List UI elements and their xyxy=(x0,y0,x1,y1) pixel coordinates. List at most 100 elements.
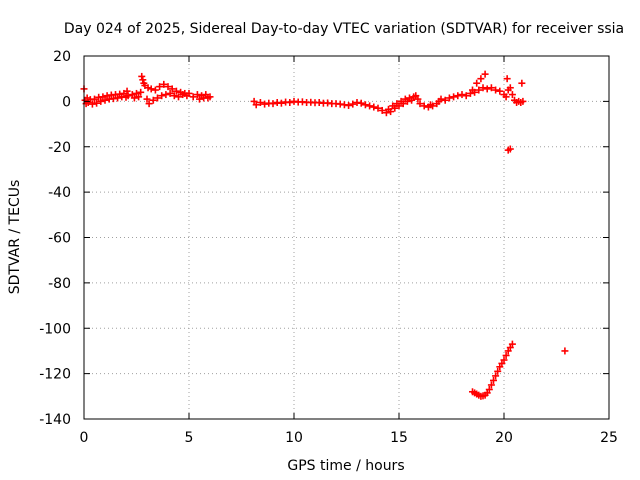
data-point xyxy=(487,381,495,389)
data-point xyxy=(361,101,369,109)
data-point xyxy=(144,84,152,92)
data-point xyxy=(391,104,399,112)
data-point xyxy=(395,102,403,110)
data-point xyxy=(252,101,260,109)
data-point xyxy=(437,95,445,103)
data-point xyxy=(502,93,510,101)
data-point xyxy=(123,87,131,95)
x-tick-labels: 0 5 10 15 20 25 xyxy=(80,430,618,446)
data-point xyxy=(114,94,122,102)
data-point xyxy=(269,100,277,108)
data-point xyxy=(189,93,197,101)
data-point xyxy=(185,89,193,97)
data-point xyxy=(147,85,155,93)
data-point xyxy=(151,86,159,94)
data-point xyxy=(135,93,143,101)
data-point xyxy=(481,70,489,78)
x-tick-label: 10 xyxy=(285,430,303,446)
data-point xyxy=(175,93,182,101)
y-tick-label: -40 xyxy=(48,185,71,201)
data-point xyxy=(445,94,453,102)
y-tick-label: -140 xyxy=(39,412,71,428)
data-point xyxy=(483,85,491,93)
data-point xyxy=(387,108,395,116)
data-point xyxy=(91,95,98,103)
data-point xyxy=(441,96,449,104)
data-point xyxy=(420,102,428,110)
grid-lines xyxy=(84,56,609,419)
data-point xyxy=(450,93,458,101)
data-point xyxy=(508,340,516,348)
y-tick-label: -20 xyxy=(48,140,71,156)
data-point xyxy=(487,84,495,92)
data-point xyxy=(473,79,481,87)
data-point xyxy=(494,367,502,375)
data-point xyxy=(97,97,105,105)
data-point xyxy=(506,84,514,92)
y-tick-label: -60 xyxy=(48,231,71,247)
data-point xyxy=(506,145,514,153)
y-tick-labels: 20 0 -20 -40 -60 -80 -100 -120 -140 xyxy=(39,49,71,428)
x-tick-label: 25 xyxy=(600,430,618,446)
data-point xyxy=(366,102,374,110)
data-point xyxy=(414,95,422,103)
x-tick-label: 15 xyxy=(390,430,408,446)
data-point xyxy=(160,80,168,88)
data-point xyxy=(370,103,378,111)
x-tick-label: 20 xyxy=(495,430,513,446)
data-point xyxy=(193,91,201,99)
chart-title: Day 024 of 2025, Sidereal Day-to-day VTE… xyxy=(64,21,624,37)
data-point xyxy=(149,96,157,104)
data-point xyxy=(502,351,510,359)
data-point xyxy=(454,92,462,100)
data-point xyxy=(462,92,470,100)
data-point xyxy=(458,91,466,99)
data-point xyxy=(137,88,145,96)
data-point xyxy=(485,386,493,394)
axis-ticks xyxy=(83,55,610,420)
data-point xyxy=(399,100,407,108)
data-point xyxy=(496,87,504,95)
data-point xyxy=(561,347,569,355)
data-point xyxy=(357,99,365,107)
data-point xyxy=(170,92,178,100)
data-point xyxy=(500,356,508,364)
data-point xyxy=(164,83,172,91)
data-point xyxy=(503,75,511,83)
data-point xyxy=(145,100,153,108)
y-tick-label: 0 xyxy=(62,94,71,110)
data-point xyxy=(172,87,180,95)
data-point xyxy=(138,72,146,80)
data-point xyxy=(518,79,526,87)
data-point xyxy=(477,75,485,83)
data-point xyxy=(256,99,264,107)
data-point xyxy=(429,102,437,110)
data-point xyxy=(88,100,96,108)
data-point xyxy=(490,376,497,384)
data-point xyxy=(168,85,176,93)
data-point xyxy=(130,94,138,102)
data-point xyxy=(139,76,147,84)
plot-frame xyxy=(83,55,610,420)
x-tick-label: 0 xyxy=(80,430,89,446)
data-point xyxy=(416,100,424,108)
data-point xyxy=(156,83,164,91)
data-point xyxy=(492,86,500,94)
data-point xyxy=(349,100,357,108)
data-point xyxy=(206,93,214,101)
data-point xyxy=(471,88,479,96)
data-point xyxy=(261,100,269,108)
x-tick-label: 5 xyxy=(185,430,194,446)
data-point xyxy=(378,106,386,114)
data-point xyxy=(277,99,285,107)
x-axis-label: GPS time / hours xyxy=(287,458,404,474)
y-axis-label: SDTVAR / TECUs xyxy=(7,180,23,295)
data-point xyxy=(166,89,174,97)
data-point xyxy=(124,92,132,100)
data-point xyxy=(519,97,527,105)
data-point xyxy=(345,101,353,109)
data-point xyxy=(479,84,487,92)
data-point xyxy=(143,95,151,103)
data-point xyxy=(93,99,101,107)
